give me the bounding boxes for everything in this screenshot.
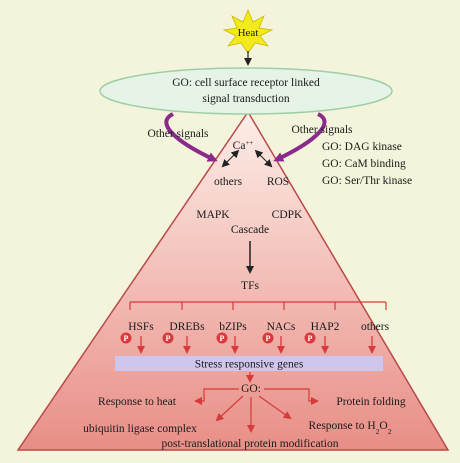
other-signals-left-arrow xyxy=(164,112,218,162)
phospho-text-bzips: P xyxy=(220,334,225,343)
cascade-label: Cascade xyxy=(231,224,269,236)
h2o2-prefix: Response to H xyxy=(309,420,376,432)
ca-ros-arrow xyxy=(254,149,273,168)
cdpk-label: CDPK xyxy=(272,209,303,221)
phospho-badge-hsfs: P xyxy=(120,332,132,344)
others-label: others xyxy=(214,176,243,188)
tf-bzips: bZIPs xyxy=(219,321,247,333)
ros-label: ROS xyxy=(267,176,289,188)
phospho-circle-hsfs xyxy=(120,332,132,344)
phospho-badge-nacs: P xyxy=(262,332,274,344)
ubiquitin-label: ubiquitin ligase complex xyxy=(83,423,197,435)
phospho-badge-bzips: P xyxy=(216,332,228,344)
mapk-label: MAPK xyxy=(196,209,230,221)
ca-others-arrow xyxy=(221,149,240,168)
go-cam-binding: GO: CaM binding xyxy=(322,158,406,170)
receptor-line2: signal transduction xyxy=(202,93,289,105)
heat-label: Heat xyxy=(238,27,259,39)
tf-drebs: DREBs xyxy=(169,321,205,333)
post-translational-label: post-translational protein modification xyxy=(162,438,339,450)
tf-nacs: NACs xyxy=(267,321,296,333)
response-h2o2-label: Response to H2O2 xyxy=(309,420,392,436)
calcium-label: Ca++ xyxy=(233,139,254,152)
go-label: GO: xyxy=(241,383,261,395)
other-signals-right-arrow xyxy=(273,112,327,162)
tf-hsfs: HSFs xyxy=(128,321,154,333)
tfs-label: TFs xyxy=(241,280,259,292)
tf-others: others xyxy=(361,321,390,333)
phospho-circle-bzips xyxy=(216,332,228,344)
stress-genes-label: Stress responsive genes xyxy=(195,359,304,371)
phospho-badge-hap2: P xyxy=(304,332,316,344)
phospho-circle-hap2 xyxy=(304,332,316,344)
other-signals-right-label: Other signals xyxy=(291,124,353,136)
response-heat-label: Response to heat xyxy=(98,396,177,408)
go-ser-thr-kinase: GO: Ser/Thr kinase xyxy=(322,175,412,187)
arrow-h2o2 xyxy=(258,395,292,420)
phospho-text-nacs: P xyxy=(266,334,271,343)
phospho-circle-nacs xyxy=(262,332,274,344)
phospho-text-drebs: P xyxy=(166,334,171,343)
receptor-line1: GO: cell surface receptor linked xyxy=(172,77,320,89)
stress-genes-band xyxy=(115,356,383,371)
phospho-badge-drebs: P xyxy=(162,332,174,344)
tf-hap2: HAP2 xyxy=(311,321,340,333)
h2o2-sub2: 2 xyxy=(388,427,392,436)
go-dag-kinase: GO: DAG kinase xyxy=(322,141,402,153)
phospho-text-hap2: P xyxy=(308,334,313,343)
phospho-text-hsfs: P xyxy=(124,334,129,343)
h2o2-o: O xyxy=(379,420,387,432)
calcium-base: Ca xyxy=(233,140,246,152)
receptor-ellipse xyxy=(99,67,393,115)
protein-folding-label: Protein folding xyxy=(336,396,406,408)
phospho-circle-drebs xyxy=(162,332,174,344)
calcium-sup: ++ xyxy=(245,139,253,147)
arrow-response-heat xyxy=(194,388,239,405)
arrow-ubiquitin xyxy=(215,395,244,422)
tf-bracket xyxy=(129,301,387,310)
h2o2-sub1: 2 xyxy=(376,427,380,436)
arrow-protein-folding xyxy=(264,388,319,405)
other-signals-left-label: Other signals xyxy=(147,128,209,140)
